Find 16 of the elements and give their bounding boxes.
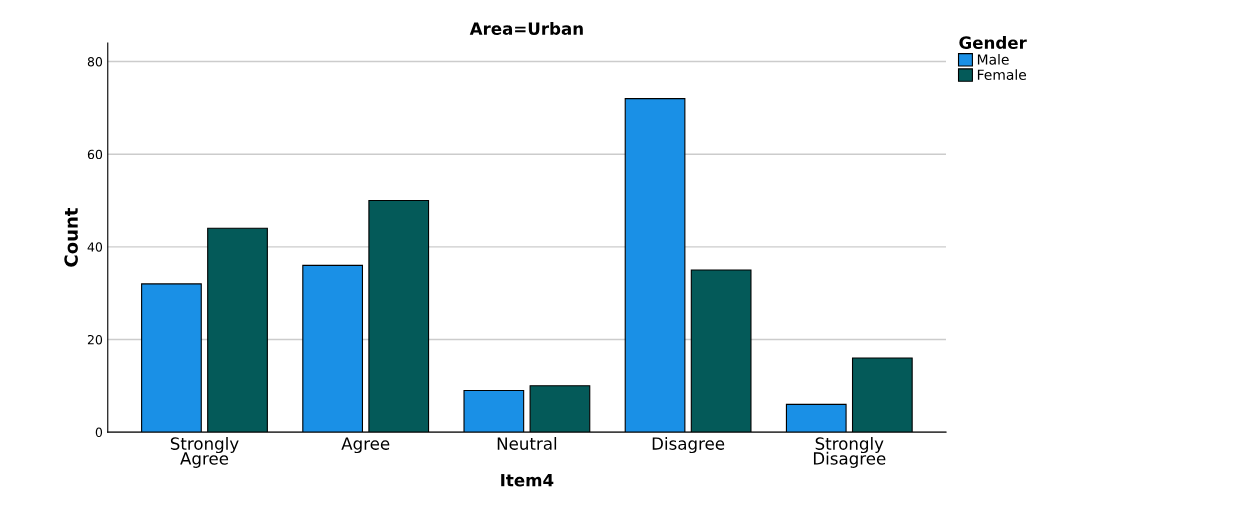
legend-title: Gender	[959, 36, 1027, 49]
x-tick-label: Disagree	[652, 436, 725, 454]
y-tick-label: 60	[87, 149, 103, 160]
legend-label: Female	[977, 69, 1027, 80]
y-tick-label: 80	[87, 57, 103, 67]
legend-label: Male	[977, 53, 1009, 65]
x-axis-title: Item4	[501, 474, 554, 487]
x-tick-label: Neutral	[497, 436, 557, 450]
x-tick-label: Strongly Disagree	[813, 436, 886, 468]
y-tick-label: 20	[87, 334, 103, 345]
y-axis-title: Count	[64, 207, 78, 267]
x-tick-label: Strongly Agree	[170, 436, 239, 468]
chart-title: Area=Urban	[469, 22, 583, 35]
y-tick-label: 40	[87, 242, 103, 252]
x-tick-label: Agree	[341, 437, 390, 454]
y-tick-label: 0	[95, 427, 103, 438]
